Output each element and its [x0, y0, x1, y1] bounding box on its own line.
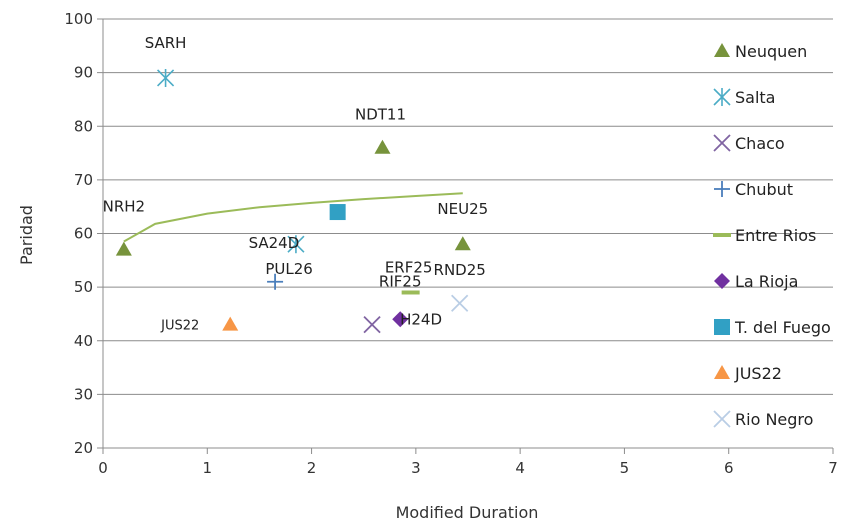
data-point	[115, 241, 132, 256]
data-point	[267, 273, 284, 290]
legend-item: La Rioja	[714, 272, 798, 291]
legend-item: JUS22	[714, 364, 782, 383]
data-point	[401, 290, 420, 295]
data-point	[363, 316, 381, 334]
legend-marker	[713, 88, 731, 106]
legend-marker	[714, 365, 730, 379]
x-tick-label: 0	[98, 459, 108, 477]
data-point	[222, 316, 239, 331]
marker-layer	[115, 68, 471, 334]
data-point	[454, 236, 471, 251]
legend-marker	[714, 43, 730, 57]
legend-marker	[714, 181, 730, 197]
legend-label: Salta	[735, 88, 775, 107]
trendline	[123, 192, 463, 243]
y-tick-label: 80	[74, 117, 93, 135]
x-tick-label: 2	[307, 459, 317, 477]
axis-layer: 20 30 40 50 60 70 80 90 100 0 1 2 3 4 5 6 7	[64, 10, 837, 477]
legend-label: Entre Rios	[735, 226, 816, 245]
point-label: NRH2	[103, 198, 145, 216]
data-point	[392, 311, 409, 328]
point-label: RND25	[434, 261, 486, 279]
legend-item: Salta	[713, 88, 775, 107]
y-tick-label: 60	[74, 225, 93, 243]
legend-label: JUS22	[734, 364, 782, 383]
point-label: SA24D	[249, 234, 300, 252]
data-point	[451, 294, 469, 312]
point-label: NEU25	[437, 200, 488, 218]
y-tick-label: 100	[64, 10, 93, 28]
legend-marker	[714, 273, 730, 289]
legend-label: Neuquen	[735, 42, 807, 61]
y-tick-label: 20	[74, 439, 93, 457]
x-axis-title: Modified Duration	[396, 503, 539, 522]
point-label: RIF25	[379, 272, 422, 290]
legend-item: Entre Rios	[713, 226, 816, 245]
y-axis-title: Paridad	[17, 205, 36, 265]
data-point	[374, 139, 391, 154]
point-label: PUL26	[265, 260, 312, 278]
legend-item: Chubut	[714, 180, 793, 199]
legend-label: Chaco	[735, 134, 785, 153]
legend-item: Neuquen	[714, 42, 807, 61]
y-tick-label: 50	[74, 278, 93, 296]
legend-item: Chaco	[713, 134, 785, 153]
legend-label: La Rioja	[735, 272, 798, 291]
x-tick-label: 1	[203, 459, 213, 477]
legend-item: T. del Fuego	[714, 318, 831, 337]
x-tick-label: 4	[515, 459, 525, 477]
point-label: ERF25	[385, 258, 433, 276]
legend-label: Rio Negro	[735, 410, 813, 429]
point-label: SARH	[145, 34, 187, 52]
annotation-label: H24D	[400, 310, 442, 328]
point-label: NDT11	[355, 106, 406, 124]
legend-marker	[713, 134, 731, 152]
legend-item: Rio Negro	[713, 410, 813, 429]
legend-marker	[713, 410, 731, 428]
grid-layer	[103, 18, 833, 449]
y-tick-label: 90	[74, 64, 93, 82]
data-point	[157, 68, 175, 87]
trend-layer	[123, 192, 463, 243]
x-tick-label: 5	[620, 459, 630, 477]
legend-label: Chubut	[735, 180, 793, 199]
x-tick-label: 6	[724, 459, 734, 477]
legend-marker	[713, 233, 731, 237]
point-label: JUS22	[160, 319, 199, 334]
x-tick-label: 3	[411, 459, 421, 477]
legend-marker	[714, 319, 730, 335]
legend: Neuquen Salta Chaco Chubut Entre Rios La Rioj…	[713, 42, 831, 429]
y-tick-label: 70	[74, 171, 93, 189]
y-tick-label: 30	[74, 385, 93, 403]
legend-label: T. del Fuego	[734, 318, 831, 337]
y-tick-label: 40	[74, 332, 93, 350]
data-point	[287, 235, 305, 254]
x-tick-label: 7	[828, 459, 838, 477]
data-point	[329, 204, 346, 221]
